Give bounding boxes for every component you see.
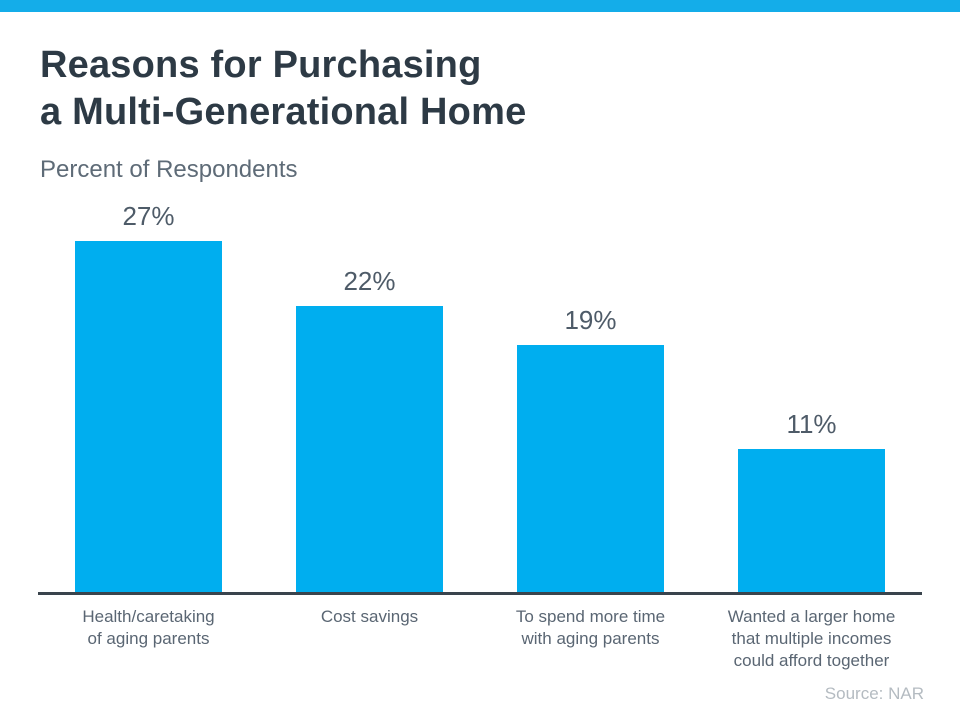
- x-axis-labels: Health/caretaking of aging parents Cost …: [38, 606, 922, 672]
- bar-column: 22%: [259, 197, 480, 592]
- bar: [738, 449, 885, 592]
- chart-subtitle: Percent of Respondents: [40, 156, 298, 183]
- bar-column: 19%: [480, 197, 701, 592]
- x-axis-line: [38, 592, 922, 595]
- bar-column: 11%: [701, 197, 922, 592]
- accent-top-strip: [0, 0, 960, 12]
- plot-area: 27% 22% 19% 11%: [38, 197, 922, 592]
- bar-value-label: 11%: [786, 409, 837, 439]
- source-note: Source: NAR: [824, 684, 924, 703]
- bar-chart: 27% 22% 19% 11%: [38, 197, 922, 595]
- bar: [296, 306, 443, 592]
- bar: [517, 345, 664, 592]
- bar-value-label: 22%: [343, 266, 396, 296]
- category-label: To spend more time with aging parents: [515, 607, 666, 649]
- category-label: Health/caretaking of aging parents: [82, 607, 215, 649]
- bar: [75, 241, 222, 592]
- bar-value-label: 19%: [564, 305, 617, 335]
- bar-column: 27%: [38, 197, 259, 592]
- category-label: Cost savings: [320, 607, 419, 626]
- category-label: Wanted a larger home that multiple incom…: [727, 607, 896, 671]
- bar-value-label: 27%: [122, 201, 175, 231]
- chart-title: Reasons for Purchasing a Multi-Generatio…: [40, 44, 527, 134]
